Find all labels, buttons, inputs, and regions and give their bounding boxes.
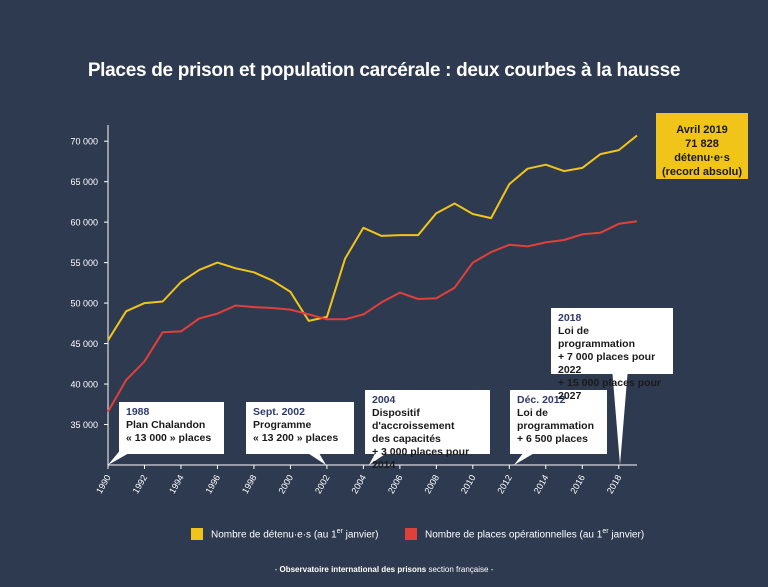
y-tick-label: 70 000: [70, 137, 98, 147]
callout-text: Programme « 13 200 » places: [253, 419, 339, 444]
y-tick-label: 40 000: [70, 380, 98, 390]
x-tick-label: 2016: [568, 473, 587, 495]
series-line-places: [107, 220, 638, 413]
callout-pointer: [612, 368, 628, 465]
x-tick-label: 1996: [204, 473, 223, 495]
legend-label: Nombre de détenu·e·s (au 1er janvier): [211, 528, 379, 541]
callout-text: Dispositif d'accroissement des capacités…: [372, 407, 470, 471]
chart-title: Places de prison et population carcérale…: [87, 60, 681, 81]
callout-text: Plan Chalandon « 13 000 » places: [126, 419, 212, 444]
y-tick-label: 35 000: [70, 420, 98, 430]
callout-year: Déc. 2012: [517, 394, 566, 406]
x-tick-label: 2000: [276, 473, 295, 495]
legend-swatch-red: [405, 528, 417, 541]
x-tick-label: 2012: [495, 473, 514, 495]
callout-text: Loi de programmation + 7 000 places pour…: [558, 325, 662, 402]
x-tick-label: 2004: [349, 473, 368, 495]
callout-text: Loi de programmation + 6 500 places: [517, 407, 595, 445]
legend-label: Nombre de places opérationnelles (au 1er…: [425, 528, 645, 541]
legend-detenus: Nombre de détenu·e·s (au 1er janvier): [191, 528, 378, 540]
y-tick-label: 55 000: [70, 258, 98, 268]
x-tick-label: 2018: [605, 473, 624, 495]
callout-2012: Déc. 2012 Loi de programmation + 6 500 p…: [510, 390, 607, 454]
footer: - Observatoire international des prisons…: [274, 565, 494, 574]
x-tick-label: 1992: [131, 473, 150, 495]
record-value: 71 828 détenu·e·s: [674, 138, 730, 164]
x-tick-label: 2010: [459, 473, 478, 495]
y-tick-label: 50 000: [70, 299, 98, 309]
series-line-detenus: [107, 134, 638, 341]
legend-swatch-yellow: [191, 528, 203, 541]
callout-year: Sept. 2002: [253, 406, 305, 418]
x-tick-label: 2002: [313, 473, 332, 495]
x-tick-label: 2014: [532, 473, 551, 495]
x-tick-label: 1994: [167, 473, 186, 495]
x-tick-label: 1998: [240, 473, 259, 495]
callout-2018: 2018 Loi de programmation + 7 000 places…: [551, 308, 673, 402]
callout-1988: 1988 Plan Chalandon « 13 000 » places: [119, 402, 224, 454]
callout-year: 2018: [558, 312, 582, 324]
y-tick-label: 60 000: [70, 218, 98, 228]
record-date: Avril 2019: [676, 124, 728, 136]
callout-year: 1988: [126, 406, 150, 418]
record-badge: Avril 2019 71 828 détenu·e·s (record abs…: [656, 113, 748, 179]
x-tick-label: 2008: [422, 473, 441, 495]
callout-2004: 2004 Dispositif d'accroissement des capa…: [365, 390, 490, 471]
record-note: (record absolu): [661, 166, 743, 178]
legend-places: Nombre de places opérationnelles (au 1er…: [405, 528, 644, 540]
y-tick-label: 65 000: [70, 177, 98, 187]
x-tick-label: 1990: [94, 473, 113, 495]
callout-2002: Sept. 2002 Programme « 13 200 » places: [246, 402, 354, 454]
y-tick-label: 45 000: [70, 339, 98, 349]
x-tick-label: 2006: [386, 473, 405, 495]
callout-year: 2004: [372, 394, 396, 406]
